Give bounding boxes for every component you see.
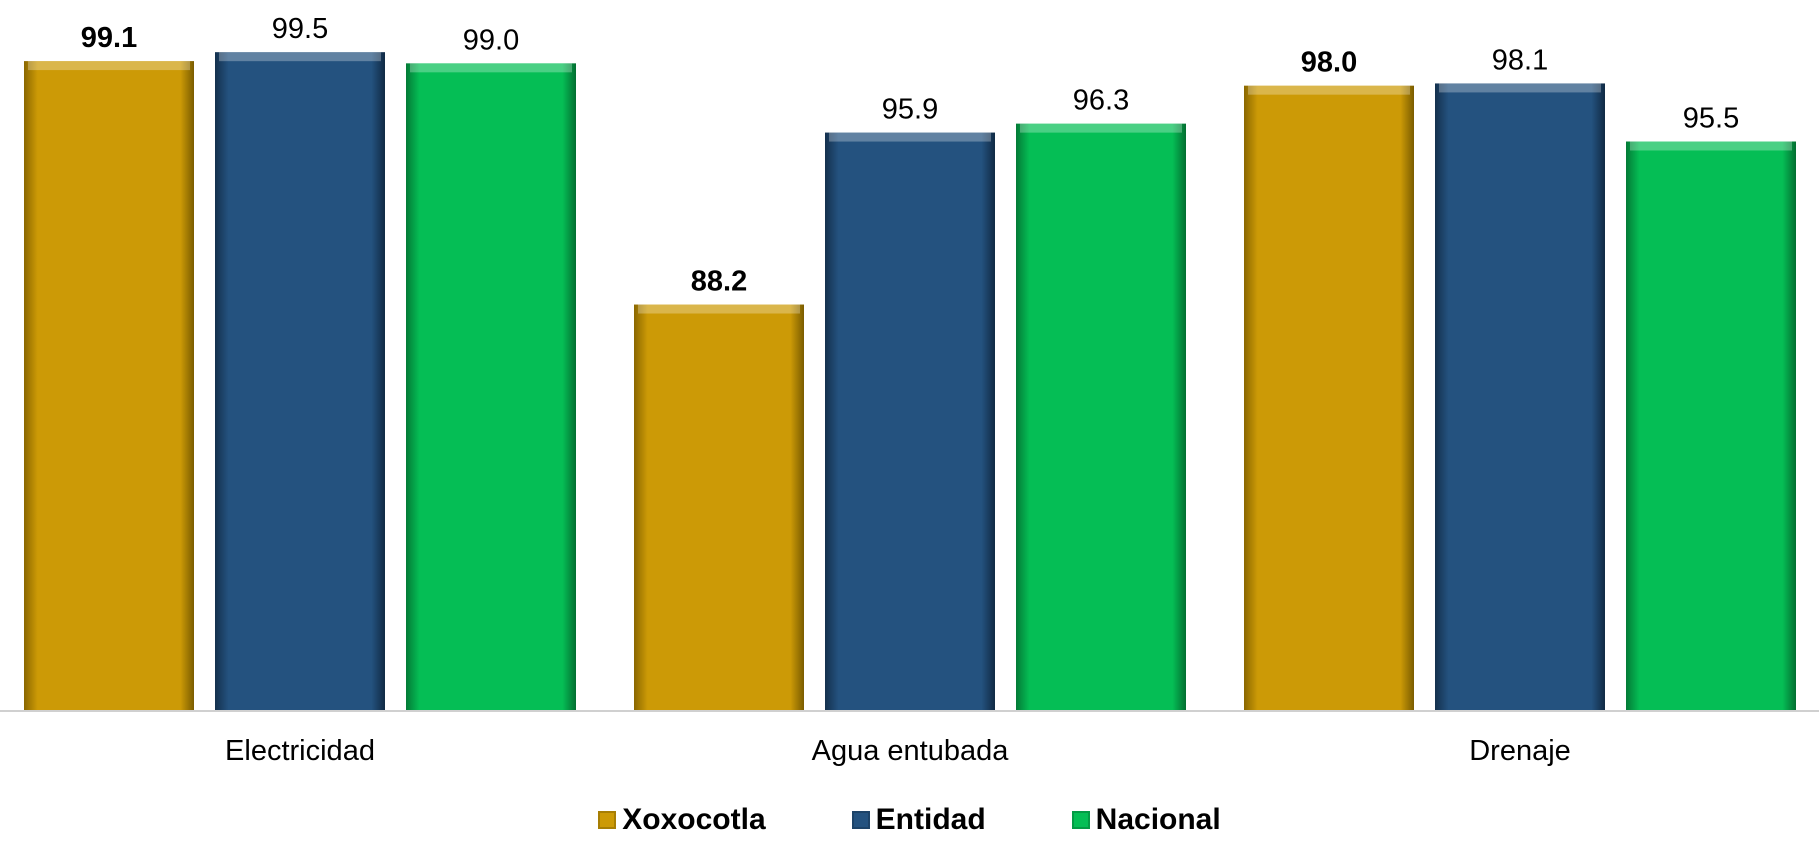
legend: Xoxocotla Entidad Nacional	[0, 800, 1819, 840]
category-label-agua-entubada: Agua entubada	[812, 735, 1010, 767]
bar-nacional-agua-entubada	[1016, 123, 1186, 712]
value-labels-layer: 99.1 99.5 99.0 88.2 95.9 96.3 98.0 98.1 95.5	[81, 13, 1739, 297]
bar-chart: 99.1 99.5 99.0 88.2 95.9 96.3 98.0 98.1 95.5 Ele…	[0, 13, 1819, 767]
bar-bevel-xoxocotla-electricidad	[28, 61, 190, 71]
data-label-xoxocotla-agua-entubada: 88.2	[691, 266, 747, 298]
legend-swatch-xoxocotla	[598, 811, 617, 829]
bar-nacional-electricidad	[406, 63, 576, 712]
data-label-nacional-electricidad: 99.0	[463, 24, 519, 56]
bar-bevel-xoxocotla-agua-entubada	[638, 304, 800, 314]
bar-xoxocotla-drenaje	[1244, 85, 1414, 711]
legend-label-entidad: Entidad	[875, 803, 986, 836]
data-label-entidad-drenaje: 98.1	[1492, 44, 1548, 76]
data-label-nacional-drenaje: 95.5	[1683, 103, 1739, 135]
bar-bevel-nacional-drenaje	[1630, 141, 1792, 151]
bar-entidad-drenaje	[1435, 83, 1605, 711]
legend-label-nacional: Nacional	[1095, 803, 1221, 836]
bar-bevel-entidad-electricidad	[219, 52, 381, 62]
data-label-xoxocotla-drenaje: 98.0	[1301, 47, 1357, 79]
category-label-electricidad: Electricidad	[225, 735, 375, 767]
bar-bevel-xoxocotla-drenaje	[1248, 85, 1410, 95]
bar-bevel-entidad-drenaje	[1439, 83, 1601, 93]
bar-bevel-nacional-agua-entubada	[1020, 123, 1182, 133]
bar-xoxocotla-electricidad	[24, 61, 194, 712]
bars-layer	[24, 52, 1796, 712]
legend-swatch-nacional	[1071, 811, 1090, 829]
category-label-drenaje: Drenaje	[1469, 735, 1571, 767]
bar-xoxocotla-agua-entubada	[634, 304, 804, 711]
bar-entidad-electricidad	[215, 52, 385, 711]
data-label-entidad-agua-entubada: 95.9	[882, 94, 938, 126]
bar-entidad-agua-entubada	[825, 132, 995, 712]
data-label-entidad-electricidad: 99.5	[272, 13, 328, 45]
bar-bevel-nacional-electricidad	[410, 63, 572, 73]
legend-item-xoxocotla: Xoxocotla	[598, 803, 766, 837]
data-label-nacional-agua-entubada: 96.3	[1073, 85, 1129, 117]
legend-swatch-entidad	[851, 811, 870, 829]
legend-item-entidad: Entidad	[851, 803, 986, 837]
category-labels-layer: Electricidad Agua entubada Drenaje	[225, 735, 1571, 767]
data-label-xoxocotla-electricidad: 99.1	[81, 22, 137, 54]
legend-label-xoxocotla: Xoxocotla	[622, 803, 766, 836]
bar-bevel-entidad-agua-entubada	[829, 132, 991, 142]
bar-nacional-drenaje	[1626, 141, 1796, 711]
legend-item-nacional: Nacional	[1071, 803, 1221, 837]
